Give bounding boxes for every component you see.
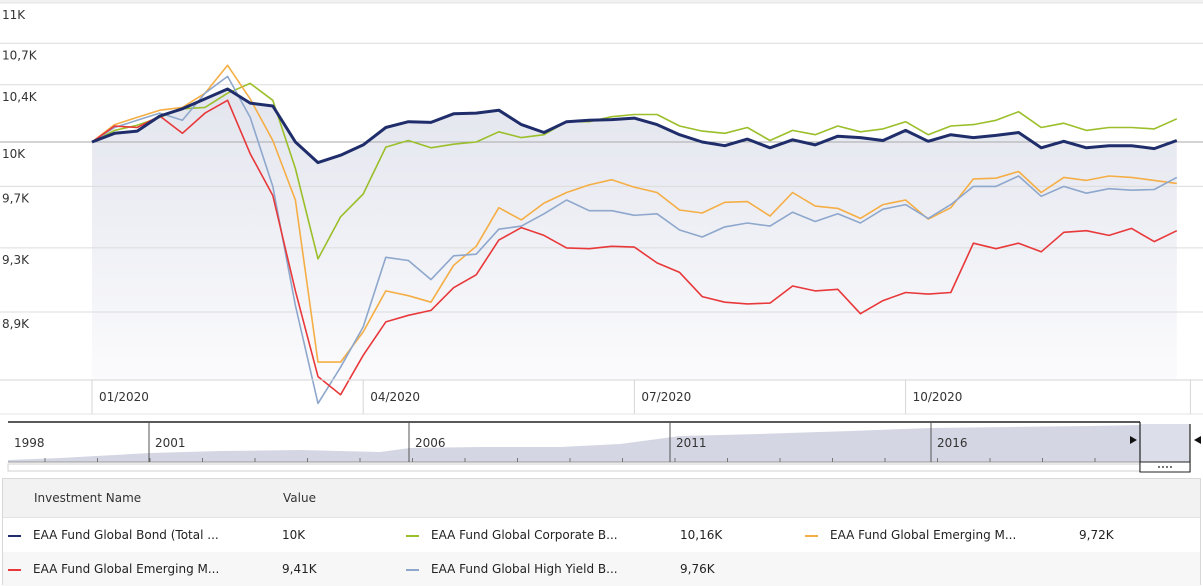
x-tick-label: 07/2020: [641, 390, 691, 404]
legend-item-name: EAA Fund Global Emerging M...: [830, 528, 1017, 542]
series-line[interactable]: [91, 64, 1177, 363]
legend-item[interactable]: EAA Fund Global High Yield B... 9,76K: [406, 562, 786, 578]
range-navigator[interactable]: 1998 2001 2006 2011 2016: [0, 420, 1203, 476]
x-tick-label: 01/2020: [99, 390, 149, 404]
y-tick-label: 9,7K: [2, 191, 30, 205]
line-chart: 11K 10,7K 10,4K 10K 9,7K 9,3K 8,9K 01/2020 04/2…: [0, 0, 1203, 415]
y-tick-label: 10K: [2, 147, 26, 161]
legend-header-name: Investment Name: [34, 491, 142, 505]
series-swatch-icon: [406, 535, 419, 537]
legend-item[interactable]: EAA Fund Global Corporate B... 10,16K: [406, 528, 786, 544]
legend-item-value: 10K: [282, 528, 306, 542]
y-tick-label: 10,4K: [2, 90, 38, 104]
legend-item-value: 9,76K: [680, 562, 715, 576]
y-tick-label: 11K: [2, 8, 26, 22]
legend-row: EAA Fund Global Emerging M... 9,41K EAA …: [3, 552, 1200, 586]
y-tick-label: 10,7K: [2, 48, 38, 62]
legend-item-value: 10,16K: [680, 528, 723, 542]
navigator-year-label: 2001: [155, 436, 186, 450]
series-swatch-icon: [8, 569, 21, 571]
series-line[interactable]: [91, 82, 1178, 260]
navigator-year-label: 2011: [676, 436, 707, 450]
legend-header: Investment Name Value: [3, 479, 1200, 518]
navigator-year-label: 1998: [14, 436, 45, 450]
legend-item-name: EAA Fund Global Corporate B...: [431, 528, 618, 542]
legend-table: Investment Name Value EAA Fund Global Bo…: [2, 478, 1201, 586]
navigator-year-label: 2006: [415, 436, 446, 450]
legend-item-name: EAA Fund Global Emerging M...: [33, 562, 220, 576]
x-tick-label: 04/2020: [370, 390, 420, 404]
navigator-unselected-area: [1140, 424, 1190, 462]
navigator-area: [8, 425, 1140, 462]
series-area: [92, 89, 1177, 380]
series-swatch-icon: [406, 569, 419, 571]
series-swatch-icon: [8, 535, 21, 537]
navigator-scrollbar[interactable]: [7, 463, 1191, 472]
grip-icon[interactable]: [1158, 466, 1172, 468]
legend-header-value: Value: [283, 491, 316, 505]
series-line[interactable]: [91, 75, 1178, 405]
legend-item-value: 9,72K: [1079, 528, 1114, 542]
arrow-right-icon[interactable]: [1130, 436, 1137, 444]
legend-item[interactable]: EAA Fund Global Emerging M... 9,72K: [805, 528, 1185, 544]
series-swatch-icon: [805, 535, 818, 537]
legend-item-value: 9,41K: [282, 562, 317, 576]
y-tick-label: 8,9K: [2, 317, 30, 331]
navigator-scroll-thumb[interactable]: [1139, 461, 1191, 473]
legend-row: EAA Fund Global Bond (Total ... 10K EAA …: [3, 518, 1200, 552]
legend-item-name: EAA Fund Global Bond (Total ...: [33, 528, 219, 542]
x-tick-label: 10/2020: [913, 390, 963, 404]
legend-item[interactable]: EAA Fund Global Bond (Total ... 10K: [8, 528, 388, 544]
arrow-left-icon[interactable]: [1194, 436, 1201, 444]
navigator-year-label: 2016: [937, 436, 968, 450]
series-line[interactable]: [91, 87, 1178, 165]
y-tick-label: 9,3K: [2, 253, 30, 267]
legend-item[interactable]: EAA Fund Global Emerging M... 9,41K: [8, 562, 388, 578]
series-line[interactable]: [91, 99, 1178, 396]
legend-item-name: EAA Fund Global High Yield B...: [431, 562, 618, 576]
